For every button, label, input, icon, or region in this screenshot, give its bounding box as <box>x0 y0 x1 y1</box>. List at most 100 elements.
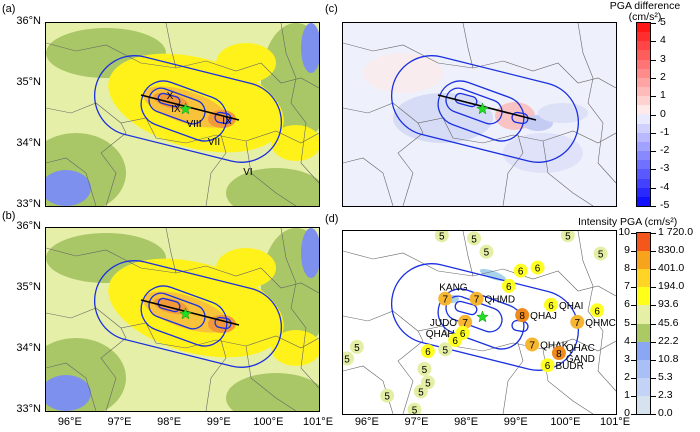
station-marker[interactable]: 5 <box>438 342 453 357</box>
province-border <box>280 228 319 389</box>
intensity-contour <box>511 111 529 125</box>
epicenter-star-icon <box>179 307 192 320</box>
station-marker[interactable]: 6 BUDR <box>540 358 584 373</box>
station-marker[interactable]: 5 <box>479 244 494 259</box>
station-name: JUDO <box>430 318 457 329</box>
intensity-contours <box>93 260 283 368</box>
lon-tick-label: 101°E <box>599 416 631 428</box>
station-marker[interactable]: 7 JUDO <box>430 314 473 329</box>
station-intensity: 5 <box>418 387 424 398</box>
tick-mark <box>651 341 656 343</box>
station-intensity: 5 <box>344 354 350 365</box>
colorbar-step <box>637 305 650 324</box>
station-marker[interactable]: 7 QHMD <box>469 291 516 306</box>
station-name: QHAK <box>540 340 569 351</box>
station-marker[interactable]: 6 <box>420 344 435 359</box>
station-marker[interactable]: 6 QHAH <box>426 325 470 340</box>
pga-tick-label: 45.6 <box>658 316 679 329</box>
intensity-contour <box>214 111 232 125</box>
province-border <box>397 330 424 414</box>
station-marker[interactable]: 6 <box>530 260 545 275</box>
station-marker[interactable]: 6 <box>590 303 605 318</box>
pga-difference-field <box>363 53 443 93</box>
intensity-contour <box>148 292 206 330</box>
tick-mark <box>651 59 656 61</box>
colorbar-step <box>637 395 650 414</box>
panel-label-d: (d) <box>325 213 339 225</box>
colorbar-step <box>637 377 650 396</box>
pga-tick-label: 93.6 <box>658 298 679 311</box>
station-intensity: 5 <box>471 234 477 245</box>
tick-mark <box>631 377 636 379</box>
lat-tick-label: 33°N <box>16 403 41 415</box>
tick-mark <box>631 359 636 361</box>
station-marker[interactable]: 7 QHAK <box>525 337 569 352</box>
station-marker[interactable]: 5 <box>434 231 449 242</box>
station-intensity: 8 <box>519 311 525 322</box>
intensity-tick-label: 4 <box>624 334 630 347</box>
station-marker[interactable]: 5 <box>407 402 422 414</box>
intensity-contour <box>214 316 232 330</box>
tick-mark <box>631 323 636 325</box>
pga-tick-label: 2.3 <box>658 388 673 401</box>
station-marker[interactable]: 5 <box>380 388 395 403</box>
tick-mark <box>631 287 636 289</box>
diff-tick-label: -4 <box>660 180 670 193</box>
station-marker[interactable]: 7 QHMC <box>570 314 616 329</box>
station-marker[interactable]: 5 <box>560 231 575 242</box>
station-marker[interactable]: 6 <box>501 278 516 293</box>
station-marker[interactable]: 8 QHAJ <box>515 308 557 323</box>
colorbar-step <box>637 151 650 161</box>
colorbar-step <box>637 59 650 69</box>
map-panel-a: X IX VIII IX VII VI <box>45 22 320 207</box>
intensity-tick-label: 2 <box>624 370 630 383</box>
pga-tick-label: 194.0 <box>658 280 685 293</box>
intensity-label: VI <box>243 167 252 178</box>
province-border <box>205 134 227 206</box>
station-circle <box>540 358 555 373</box>
colorbar-step <box>637 22 650 33</box>
province-border <box>245 140 297 206</box>
station-circle <box>501 278 516 293</box>
station-marker[interactable]: 5 <box>593 246 608 261</box>
station-marker[interactable]: 5 <box>467 231 482 246</box>
intensity-label: VIII <box>186 119 201 130</box>
station-intensity: 5 <box>384 392 390 403</box>
colorbar-step <box>637 359 650 378</box>
diff-tick-label: 2 <box>660 70 666 83</box>
station-marker[interactable]: 6 <box>448 333 463 348</box>
station-marker[interactable]: 5 <box>349 339 364 354</box>
station-intensity: 6 <box>506 282 512 293</box>
province-border <box>462 23 474 69</box>
pga-tick-label: 5.3 <box>658 370 673 383</box>
colorbar-step <box>637 41 650 51</box>
colorbar-step <box>637 341 650 360</box>
station-circle <box>570 314 585 329</box>
map-panel-b <box>45 227 320 412</box>
colorbar-step <box>637 114 650 124</box>
tick-mark <box>651 359 656 361</box>
station-intensity: 5 <box>565 231 571 242</box>
station-intensity: 6 <box>548 301 554 312</box>
intensity-label: VII <box>208 137 220 148</box>
station-marker[interactable]: 6 <box>513 263 528 278</box>
station-marker[interactable]: 5 <box>413 384 428 399</box>
lon-tick-label: 98°E <box>454 416 479 428</box>
station-marker[interactable]: 5 <box>417 361 432 376</box>
station-intensity: 5 <box>425 378 431 389</box>
colorbar-step <box>637 233 650 252</box>
province-border <box>397 122 424 206</box>
colorbar-step <box>637 287 650 306</box>
epicenter-star-icon <box>476 102 489 115</box>
station-marker[interactable]: 6 QHAI <box>543 297 583 312</box>
colorbar-step <box>637 251 650 270</box>
station-marker[interactable]: 5 <box>343 351 354 365</box>
colorbar-step <box>637 169 650 179</box>
station-circle <box>417 361 432 376</box>
pga-field <box>46 170 91 206</box>
station-circle <box>458 314 473 329</box>
diff-tick-label: -5 <box>660 199 670 211</box>
